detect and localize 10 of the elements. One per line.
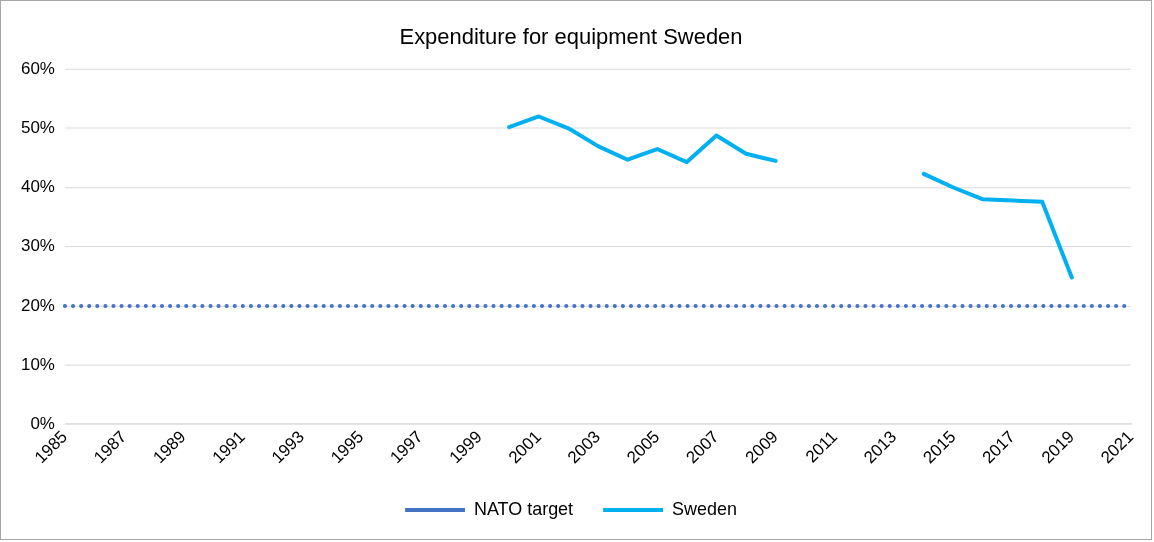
y-tick-label: 0% (30, 413, 55, 433)
y-tick-label: 10% (20, 354, 55, 374)
legend-label: NATO target (473, 499, 574, 520)
y-tick-label: 60% (20, 58, 55, 78)
y-tick-label: 50% (20, 118, 55, 137)
y-tick-label: 30% (20, 236, 55, 256)
chart-title: Expenditure for equipment Sweden (399, 24, 743, 50)
legend-label: Sweden (671, 499, 737, 520)
y-tick-label: 40% (20, 177, 55, 197)
y-tick-label: 20% (20, 295, 55, 315)
